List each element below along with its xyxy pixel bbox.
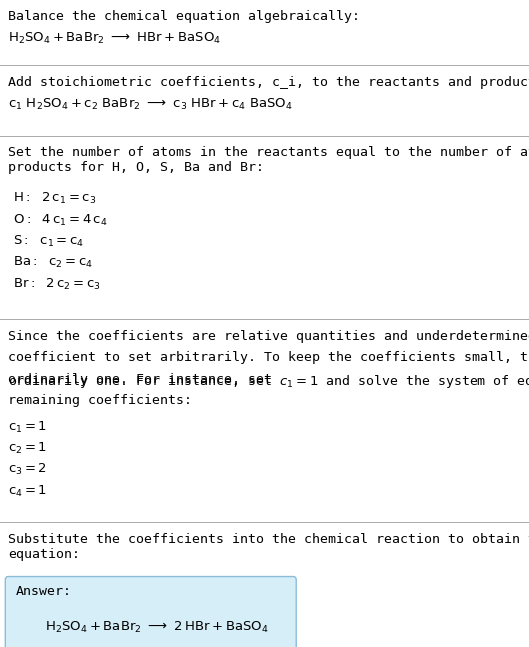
Text: ordinarily one. For instance, set $c_1 = 1$ and solve the system of equations fo: ordinarily one. For instance, set $c_1 =… [8, 373, 529, 389]
Text: $\mathsf{Ba{:}\ \ c_2 = c_4}$: $\mathsf{Ba{:}\ \ c_2 = c_4}$ [13, 256, 93, 270]
Text: $\mathsf{c_3 = 2}$: $\mathsf{c_3 = 2}$ [8, 463, 47, 477]
Text: Set the number of atoms in the reactants equal to the number of atoms in the
pro: Set the number of atoms in the reactants… [8, 146, 529, 174]
Text: Since the coefficients are relative quantities and underdetermined, choose a: Since the coefficients are relative quan… [8, 330, 529, 343]
Text: Substitute the coefficients into the chemical reaction to obtain the balanced
eq: Substitute the coefficients into the che… [8, 533, 529, 561]
Text: Balance the chemical equation algebraically:: Balance the chemical equation algebraica… [8, 10, 360, 23]
Text: $\mathsf{Br{:}\ \ 2\,c_2 = c_3}$: $\mathsf{Br{:}\ \ 2\,c_2 = c_3}$ [13, 277, 101, 292]
Text: $\mathsf{H_2SO_4 + BaBr_2 \ \longrightarrow \ HBr + BaSO_4}$: $\mathsf{H_2SO_4 + BaBr_2 \ \longrightar… [8, 31, 221, 46]
Text: Add stoichiometric coefficients, c_i, to the reactants and products:: Add stoichiometric coefficients, c_i, to… [8, 76, 529, 89]
Text: remaining coefficients:: remaining coefficients: [8, 394, 192, 407]
Text: $\mathsf{c_1 = 1}$: $\mathsf{c_1 = 1}$ [8, 420, 47, 435]
FancyBboxPatch shape [5, 576, 296, 647]
Text: $\mathsf{ S{:}\ \ c_1 = c_4}$: $\mathsf{ S{:}\ \ c_1 = c_4}$ [13, 234, 85, 249]
Text: coefficient to set arbitrarily. To keep the coefficients small, the arbitrary va: coefficient to set arbitrarily. To keep … [8, 351, 529, 364]
Text: Answer:: Answer: [16, 585, 72, 598]
Text: $\mathsf{c_1\ H_2SO_4 + c_2\ BaBr_2 \ \longrightarrow \ c_3\ HBr + c_4\ BaSO_4}$: $\mathsf{c_1\ H_2SO_4 + c_2\ BaBr_2 \ \l… [8, 97, 293, 113]
Text: $\mathsf{c_4 = 1}$: $\mathsf{c_4 = 1}$ [8, 484, 47, 499]
Text: $\mathsf{c_2 = 1}$: $\mathsf{c_2 = 1}$ [8, 441, 47, 456]
Text: ordinarily one. For instance, set: ordinarily one. For instance, set [8, 373, 280, 386]
Text: $\mathsf{H_2SO_4 + BaBr_2 \ \longrightarrow \ 2\,HBr + BaSO_4}$: $\mathsf{H_2SO_4 + BaBr_2 \ \longrightar… [45, 619, 269, 635]
Text: $\mathsf{ H{:}\ \ 2\,c_1 = c_3}$: $\mathsf{ H{:}\ \ 2\,c_1 = c_3}$ [13, 192, 96, 206]
Text: $\mathsf{ O{:}\ \ 4\,c_1 = 4\,c_4}$: $\mathsf{ O{:}\ \ 4\,c_1 = 4\,c_4}$ [13, 212, 108, 228]
